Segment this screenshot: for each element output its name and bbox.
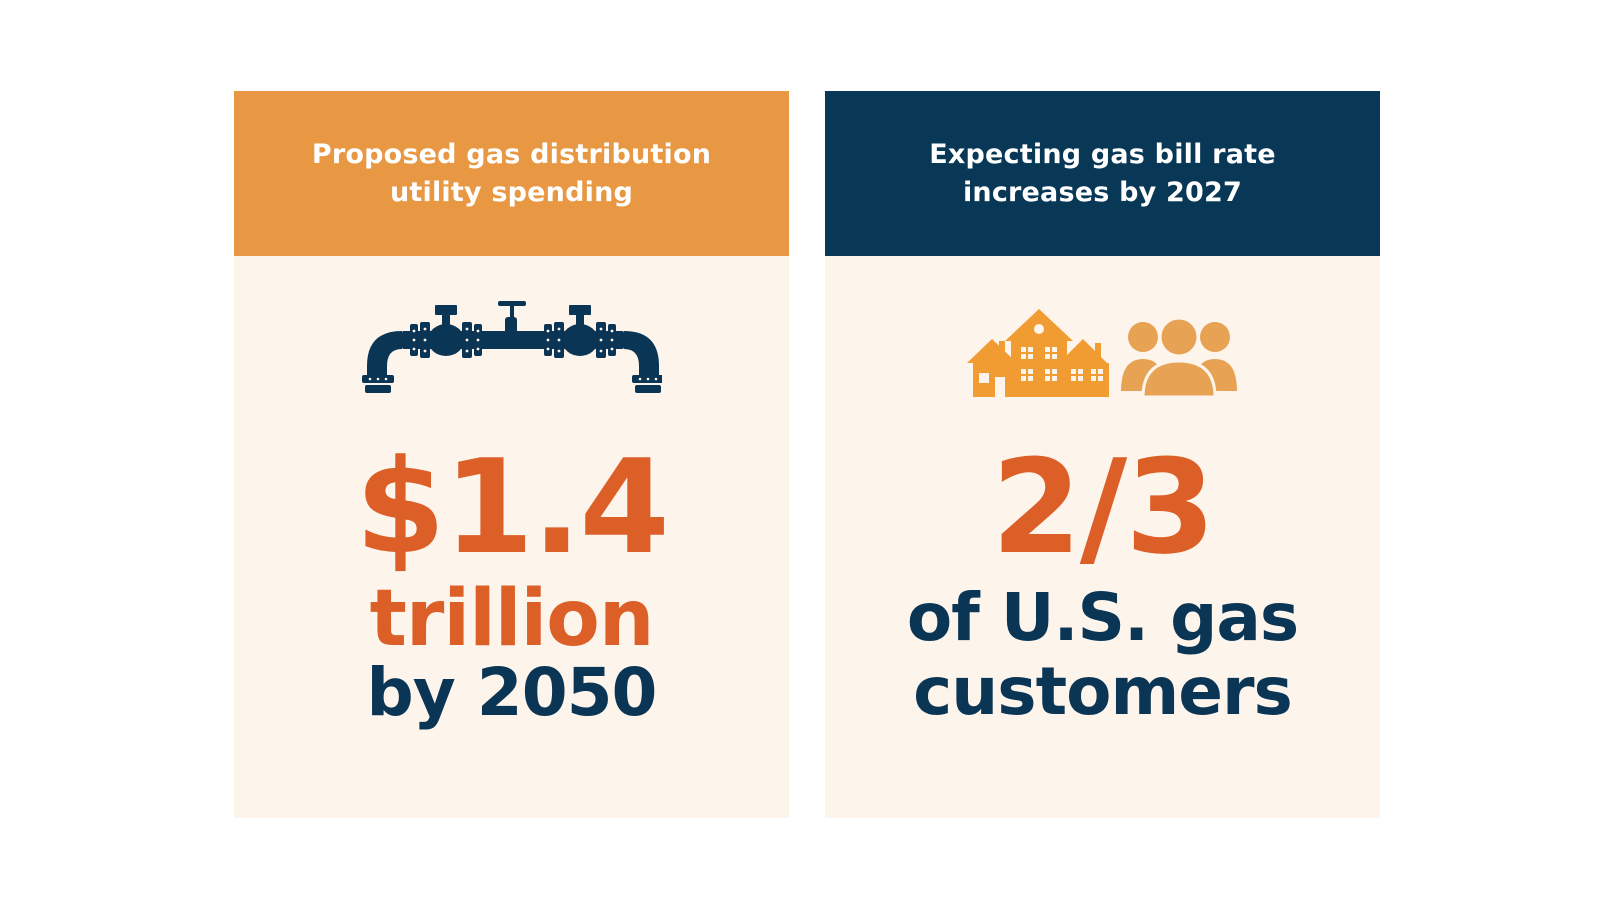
customer-label-line-2: customers — [913, 653, 1293, 730]
spending-amount: $1.4 — [355, 431, 670, 583]
houses-icon — [967, 309, 1109, 397]
rate-header-line-2: increases by 2027 — [962, 176, 1243, 208]
spending-card: Proposed gas distribution utility spendi… — [234, 91, 789, 818]
customer-label-line-1: of U.S. gas — [906, 579, 1299, 656]
rate-increase-card: Expecting gas bill rate increases by 202… — [825, 91, 1380, 818]
pipeline-icon — [362, 301, 662, 393]
spending-header-line-2: utility spending — [389, 176, 634, 208]
spending-unit: trillion — [369, 574, 655, 664]
people-icon — [1121, 316, 1237, 397]
spending-card-header: Proposed gas distribution utility spendi… — [234, 91, 789, 256]
spending-year: by 2050 — [366, 654, 658, 731]
rate-card-header: Expecting gas bill rate increases by 202… — [825, 91, 1380, 256]
spending-header-line-1: Proposed gas distribution — [311, 138, 712, 170]
customer-fraction: 2/3 — [991, 431, 1215, 583]
rate-header-line-1: Expecting gas bill rate — [929, 138, 1276, 170]
